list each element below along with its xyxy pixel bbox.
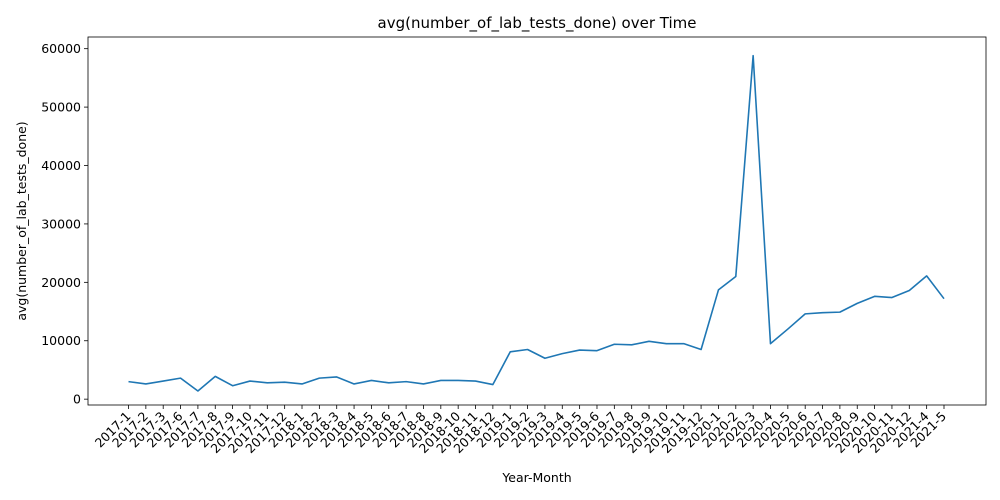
- y-tick-label: 20000: [41, 275, 81, 290]
- y-axis-label: avg(number_of_lab_tests_done): [14, 121, 29, 320]
- plot-frame: [87, 36, 987, 406]
- y-tick-label: 10000: [41, 333, 81, 348]
- y-tick-label: 50000: [41, 100, 81, 115]
- y-tick-label: 40000: [41, 158, 81, 173]
- y-tick-label: 30000: [41, 216, 81, 231]
- y-tick-label: 0: [73, 392, 81, 407]
- y-tick-label: 60000: [41, 41, 81, 56]
- x-axis-label: Year-Month: [501, 470, 571, 485]
- chart-title: avg(number_of_lab_tests_done) over Time: [378, 14, 697, 33]
- series-line: [128, 54, 945, 392]
